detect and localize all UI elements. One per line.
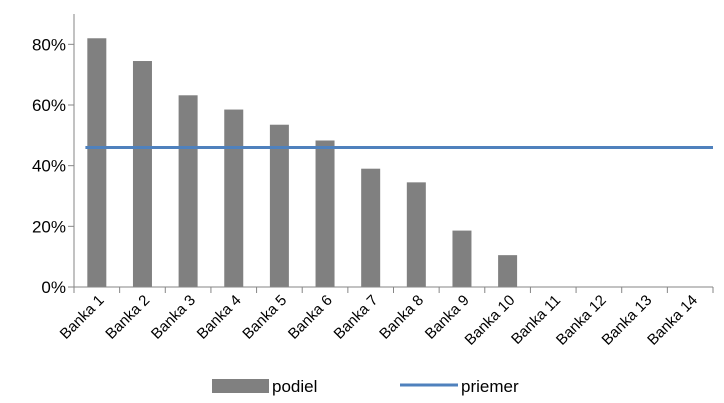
bar-9 — [452, 230, 472, 287]
legend-label-priemer: priemer — [461, 377, 519, 396]
bar-4 — [224, 109, 244, 287]
legend-label-podiel: podiel — [272, 377, 317, 396]
x-tick-label: Banka 3 — [148, 292, 199, 343]
bar-1 — [87, 38, 107, 288]
y-axis: 0% 20% 40% 60% 80% — [32, 14, 75, 297]
x-tick-label: Banka 10 — [462, 292, 519, 349]
bar-3 — [178, 95, 198, 287]
x-tick-label: Banka 14 — [644, 292, 701, 349]
x-tick-label: Banka 5 — [239, 292, 290, 343]
x-tick-label: Banka 8 — [376, 292, 427, 343]
y-tick-label: 60% — [32, 96, 66, 115]
x-tick-label: Banka 1 — [57, 292, 108, 343]
legend-swatch-podiel — [212, 379, 269, 393]
bar-5 — [269, 124, 289, 287]
y-tick-label: 80% — [32, 35, 66, 54]
x-tick-label: Banka 2 — [102, 292, 153, 343]
bar-7 — [361, 168, 381, 287]
bar-8 — [406, 182, 426, 287]
bar-6 — [315, 140, 335, 287]
bar-2 — [132, 61, 152, 288]
x-tick-label: Banka 4 — [194, 292, 245, 343]
x-tick-label: Banka 7 — [331, 292, 382, 343]
legend: podiel priemer — [212, 377, 519, 396]
bars — [87, 38, 518, 288]
y-tick-label: 40% — [32, 157, 66, 176]
y-tick-label: 0% — [41, 278, 66, 297]
x-tick-label: Banka 6 — [285, 292, 336, 343]
bar-10 — [498, 255, 518, 287]
y-tick-label: 20% — [32, 217, 66, 236]
